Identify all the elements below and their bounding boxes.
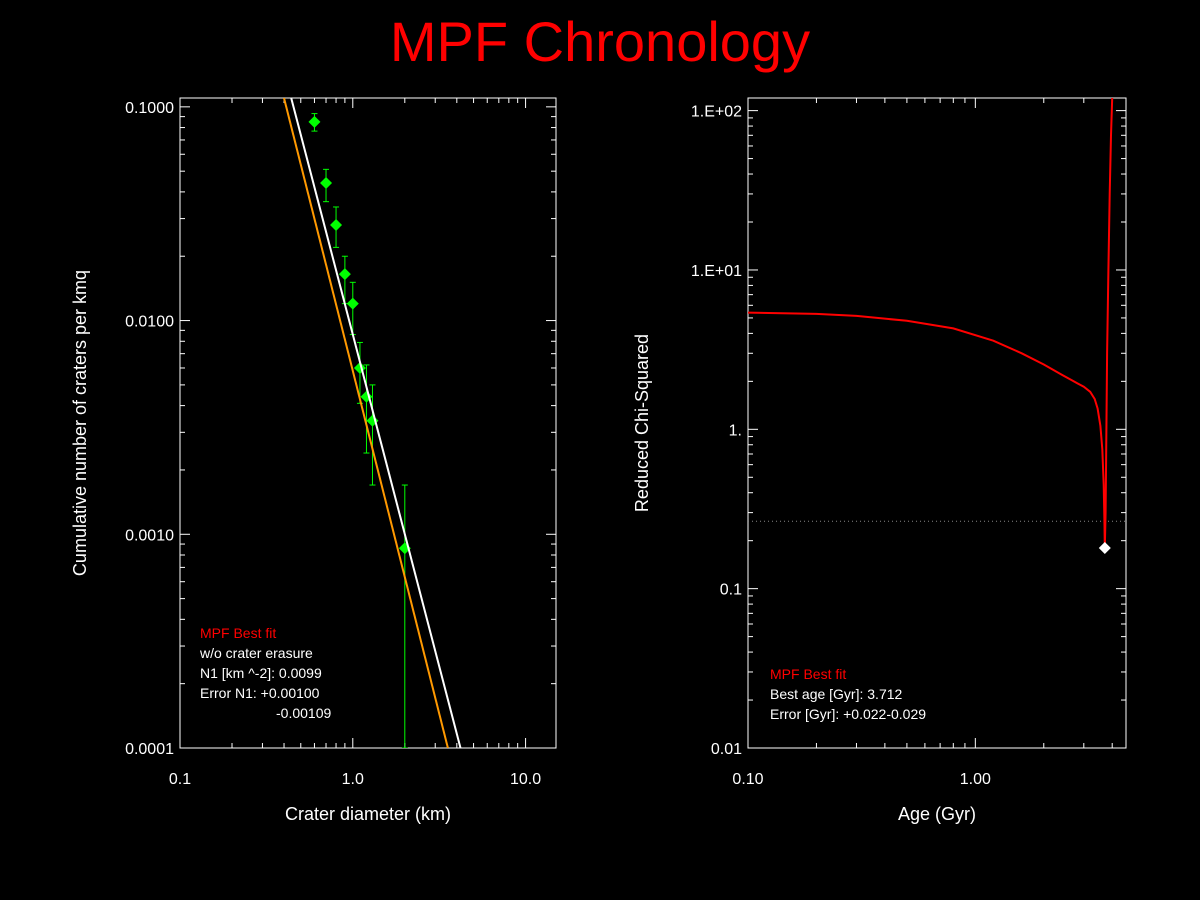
data-point: [338, 268, 351, 281]
x-tick-label: 10.0: [510, 771, 541, 788]
data-point: [330, 218, 343, 231]
data-point: [320, 177, 333, 190]
y-axis-label: Reduced Chi-Squared: [632, 334, 652, 512]
annotation-line: Error [Gyr]: +0.022-0.029: [770, 706, 926, 722]
annotation-line: N1 [km ^-2]: 0.0099: [200, 665, 322, 681]
plot-frame: [179, 97, 557, 749]
series-line-fit_white: [290, 98, 462, 748]
x-axis-label: Age (Gyr): [898, 804, 976, 824]
series-line-chi_curve: [748, 98, 1114, 549]
x-tick-label: 1.00: [960, 771, 991, 788]
data-point: [346, 297, 359, 310]
annotation-line: w/o crater erasure: [199, 645, 313, 661]
y-tick-label: 0.1000: [125, 100, 174, 117]
series-line-fit_orange: [283, 98, 449, 748]
annotation-heading: MPF Best fit: [770, 666, 846, 682]
plot-frame: [747, 97, 1127, 749]
annotation-line: -0.00109: [276, 705, 331, 721]
y-tick-label: 0.0010: [125, 527, 174, 544]
best-fit-marker: [1098, 541, 1111, 554]
y-tick-label: 0.1: [720, 582, 742, 599]
x-tick-label: 1.0: [342, 771, 364, 788]
y-tick-label: 0.0001: [125, 741, 174, 758]
plot-area: [748, 98, 1126, 549]
y-tick-label: 0.01: [711, 741, 742, 758]
annotation-line: Error N1: +0.00100: [200, 685, 320, 701]
annotation-heading: MPF Best fit: [200, 625, 276, 641]
y-axis-label: Cumulative number of craters per kmq: [70, 270, 90, 576]
x-axis-label: Crater diameter (km): [285, 804, 451, 824]
annotation-line: Best age [Gyr]: 3.712: [770, 686, 903, 702]
plot-area: [283, 98, 462, 748]
y-tick-label: 0.0100: [125, 314, 174, 331]
y-tick-label: 1.E+02: [691, 104, 742, 121]
x-tick-label: 0.10: [732, 771, 763, 788]
y-tick-label: 1.E+01: [691, 263, 742, 280]
y-tick-label: 1.: [729, 422, 742, 439]
data-point: [308, 115, 321, 128]
chart-title: MPF Chronology: [389, 10, 811, 73]
x-tick-label: 0.1: [169, 771, 191, 788]
